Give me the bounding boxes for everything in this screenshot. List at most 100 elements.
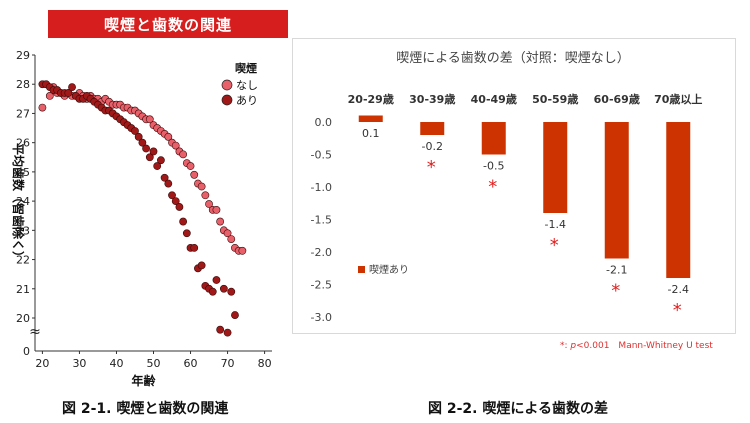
- bar: [481, 122, 506, 155]
- data-point-smoker: [134, 132, 143, 141]
- bar: [543, 122, 568, 213]
- data-point-nonsmoker: [186, 162, 195, 170]
- significance-marker: *: [488, 177, 497, 198]
- y-tick-label: -3.0: [311, 311, 332, 324]
- sig-note-rest: <0.001 Mann-Whitney U test: [576, 341, 713, 351]
- data-point-smoker: [68, 83, 76, 92]
- legend-label: 喫煙あり: [369, 264, 409, 276]
- figure-caption-1: 図 2-1. 喫煙と歯数の関連: [62, 401, 229, 417]
- sig-note-p: p: [570, 341, 577, 351]
- data-point-smoker: [171, 197, 180, 206]
- category-label: 40-49歳: [471, 92, 517, 106]
- sig-note-prefix: *:: [560, 341, 571, 351]
- legend-label: あり: [236, 94, 258, 107]
- legend-title: 喫煙: [235, 61, 257, 75]
- data-point-nonsmoker: [164, 132, 173, 141]
- data-point-smoker: [190, 243, 199, 252]
- category-label: 20-29歳: [348, 92, 394, 106]
- data-point-nonsmoker: [38, 103, 47, 112]
- x-tick-label: 20: [35, 357, 49, 370]
- x-tick-label: 60: [184, 357, 198, 370]
- y-tick-label: 20: [16, 312, 30, 325]
- category-label: 50-59歳: [532, 92, 578, 106]
- y-tick-label: 28: [16, 78, 30, 91]
- data-point-smoker: [168, 191, 176, 200]
- y-tick-label: -1.0: [311, 181, 332, 194]
- data-point-smoker: [175, 203, 184, 211]
- data-point-nonsmoker: [179, 150, 188, 159]
- x-tick-label: 70: [221, 357, 235, 370]
- bar: [358, 115, 383, 122]
- data-point-smoker: [164, 179, 173, 188]
- data-point-smoker: [219, 284, 228, 293]
- data-point-nonsmoker: [197, 182, 206, 191]
- significance-marker: *: [427, 157, 436, 178]
- legend-marker: [221, 94, 233, 106]
- bar: [666, 122, 691, 278]
- data-point-nonsmoker: [223, 229, 232, 238]
- bar: [604, 122, 629, 259]
- data-point-nonsmoker: [238, 246, 247, 255]
- data-point-nonsmoker: [227, 235, 236, 243]
- data-point-smoker: [142, 144, 150, 153]
- data-point-smoker: [157, 156, 165, 165]
- x-tick-label: 40: [109, 357, 123, 370]
- y-tick-label: 22: [16, 254, 30, 267]
- data-point-nonsmoker: [145, 115, 154, 124]
- left-chart-title: 喫煙と歯数の関連: [48, 10, 288, 38]
- figure-caption-2: 図 2-2. 喫煙による歯数の差: [428, 401, 608, 417]
- significance-note: *: p<0.001 Mann-Whitney U test: [560, 338, 713, 351]
- y-tick-label: 29: [16, 49, 30, 62]
- y-tick-label: -2.5: [311, 279, 332, 292]
- data-point-smoker: [179, 217, 188, 226]
- category-label: 70歳以上: [654, 92, 702, 106]
- significance-marker: *: [673, 300, 682, 321]
- y-tick-label-zero: 0: [23, 345, 30, 358]
- data-point-nonsmoker: [205, 200, 213, 208]
- data-point-smoker: [208, 287, 217, 296]
- significance-marker: *: [550, 235, 559, 256]
- bar-chart-panel: [292, 38, 736, 334]
- x-axis-title: 年齢: [131, 373, 156, 388]
- data-point-smoker: [227, 287, 236, 296]
- y-tick-label: 27: [16, 107, 30, 120]
- category-label: 30-39歳: [409, 92, 455, 106]
- y-axis-title: 平均歯数（智歯除く）: [11, 143, 26, 263]
- bar-chart-title: 喫煙による歯数の差（対照：喫煙なし）: [396, 51, 630, 66]
- category-label: 60-69歳: [594, 92, 640, 106]
- y-tick-label: -0.5: [311, 149, 332, 162]
- data-point-nonsmoker: [201, 191, 210, 200]
- data-point-nonsmoker: [216, 217, 225, 226]
- bar: [420, 122, 445, 135]
- data-point-smoker: [223, 328, 232, 337]
- y-tick-label: 25: [16, 166, 30, 179]
- data-point-smoker: [231, 311, 239, 319]
- data-point-smoker: [212, 276, 221, 284]
- bar-value-label: -0.2: [422, 140, 443, 153]
- data-point-nonsmoker: [212, 205, 221, 214]
- legend-label: なし: [236, 79, 258, 92]
- x-tick-label: 50: [147, 357, 161, 370]
- data-point-smoker: [145, 153, 154, 162]
- x-tick-label: 30: [72, 357, 86, 370]
- y-tick-label: 24: [16, 195, 30, 208]
- y-tick-label: 26: [16, 137, 30, 150]
- data-point-smoker: [153, 162, 162, 170]
- data-point-smoker: [131, 127, 139, 135]
- data-point-smoker: [138, 138, 147, 147]
- data-point-smoker: [149, 147, 158, 156]
- axis-break-symbol: ≈: [29, 324, 41, 340]
- data-point-nonsmoker: [45, 92, 54, 100]
- data-point-nonsmoker: [171, 141, 180, 150]
- y-tick-label: -1.5: [311, 214, 332, 227]
- y-tick-label: 21: [16, 283, 30, 296]
- significance-marker: *: [611, 281, 620, 302]
- y-tick-label: 23: [16, 224, 30, 237]
- bar-value-label: -2.4: [668, 283, 689, 296]
- y-tick-label: 0.0: [315, 116, 333, 129]
- data-point-smoker: [216, 325, 225, 334]
- legend-marker: [221, 79, 233, 91]
- x-tick-label: 80: [258, 357, 272, 370]
